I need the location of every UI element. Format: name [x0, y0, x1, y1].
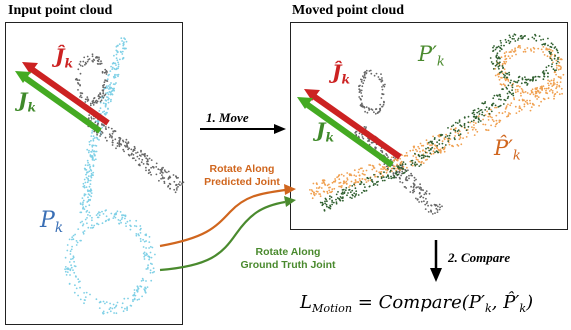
- predicted-joint-arrowhead-left: [22, 62, 38, 74]
- move-arrowhead: [274, 124, 286, 134]
- predicted-rotation-arrowhead: [284, 184, 296, 195]
- j-hat-label-right: Ĵk: [332, 60, 351, 87]
- compare-arrowhead: [430, 268, 442, 282]
- ground-truth-rotation-arrow: [159, 200, 286, 272]
- move-step-label: 1. Move: [206, 110, 249, 125]
- j-hat-label-left: Ĵk: [55, 44, 74, 71]
- point-cloud-group: [64, 33, 565, 315]
- pk-label: Pk: [40, 208, 64, 236]
- moved-heading: Moved point cloud: [292, 3, 405, 18]
- ground-truth-joint-arrow-right: [303, 100, 394, 168]
- ground-truth-rotation-arrowhead: [284, 196, 296, 207]
- j-label-left: Jk: [18, 88, 37, 115]
- input-heading: Input point cloud: [8, 3, 113, 18]
- j-label-right: Jk: [316, 118, 335, 145]
- predicted-joint-arrowhead-right: [304, 89, 320, 101]
- ground-truth-joint-arrowhead-left: [15, 71, 31, 83]
- predicted-joint-arrow-right: [310, 92, 402, 160]
- ground-truth-rotation-label: Rotate Along Ground Truth Joint: [240, 246, 336, 271]
- moved-panel: [290, 22, 568, 230]
- p-hat-prime-label: P̂′k: [494, 136, 521, 164]
- ground-truth-joint-arrowhead-right: [297, 97, 313, 109]
- ground-truth-joint-arrow-left: [22, 74, 102, 134]
- predicted-joint-arrow-left: [28, 65, 110, 126]
- predicted-rotation-label: Rotate Along Predicted Joint: [204, 163, 280, 188]
- motion-loss-formula: LMotion = Compare(P′k, P̂′k): [300, 292, 534, 315]
- predicted-rotation-arrow: [159, 188, 286, 248]
- compare-step-label: 2. Compare: [448, 250, 511, 265]
- p-prime-label: P′k: [418, 42, 445, 70]
